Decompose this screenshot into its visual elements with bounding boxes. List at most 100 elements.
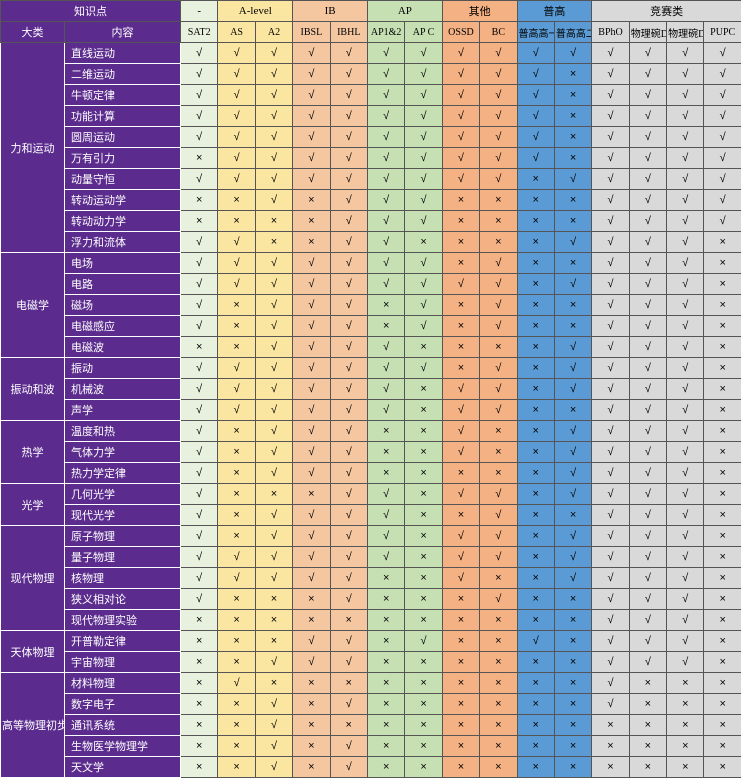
value-cell: √ bbox=[667, 631, 704, 652]
value-cell: √ bbox=[667, 232, 704, 253]
value-cell: × bbox=[255, 610, 292, 631]
value-cell: √ bbox=[667, 379, 704, 400]
value-cell: × bbox=[517, 358, 554, 379]
value-cell: √ bbox=[480, 274, 517, 295]
value-cell: × bbox=[554, 253, 591, 274]
value-cell: √ bbox=[181, 316, 218, 337]
physics-curriculum-table: 知识点-A-levelIBAP其他普高竞赛类大类内容SAT2ASA2IBSLIB… bbox=[0, 0, 741, 778]
value-cell: × bbox=[218, 190, 255, 211]
category-cell: 电磁学 bbox=[1, 253, 65, 358]
table-row: 电路√√√√√√√√√×√√√√× bbox=[1, 274, 741, 295]
value-cell: × bbox=[405, 379, 442, 400]
value-cell: √ bbox=[629, 379, 666, 400]
value-cell: × bbox=[330, 673, 367, 694]
value-cell: √ bbox=[480, 547, 517, 568]
value-cell: × bbox=[554, 400, 591, 421]
value-cell: × bbox=[218, 505, 255, 526]
value-cell: √ bbox=[330, 211, 367, 232]
value-cell: √ bbox=[255, 106, 292, 127]
value-cell: × bbox=[517, 316, 554, 337]
value-cell: √ bbox=[330, 505, 367, 526]
value-cell: √ bbox=[629, 85, 666, 106]
value-cell: × bbox=[367, 757, 404, 778]
value-cell: √ bbox=[554, 547, 591, 568]
value-cell: × bbox=[218, 337, 255, 358]
value-cell: × bbox=[517, 274, 554, 295]
value-cell: √ bbox=[592, 694, 629, 715]
table-row: 通讯系统××√×××××××××××× bbox=[1, 715, 741, 736]
column-header: SAT2 bbox=[181, 22, 218, 43]
topic-cell: 狭义相对论 bbox=[65, 589, 181, 610]
value-cell: √ bbox=[405, 106, 442, 127]
value-cell: √ bbox=[629, 421, 666, 442]
value-cell: √ bbox=[442, 379, 479, 400]
value-cell: √ bbox=[255, 337, 292, 358]
value-cell: √ bbox=[330, 484, 367, 505]
value-cell: × bbox=[704, 631, 741, 652]
value-cell: √ bbox=[667, 190, 704, 211]
value-cell: √ bbox=[629, 211, 666, 232]
value-cell: √ bbox=[367, 232, 404, 253]
value-cell: √ bbox=[255, 547, 292, 568]
value-cell: × bbox=[704, 442, 741, 463]
table-row: 振动和波振动√√√√√√√×√×√√√√× bbox=[1, 358, 741, 379]
value-cell: × bbox=[181, 211, 218, 232]
value-cell: √ bbox=[367, 484, 404, 505]
value-cell: √ bbox=[629, 316, 666, 337]
value-cell: √ bbox=[405, 85, 442, 106]
value-cell: × bbox=[293, 190, 330, 211]
value-cell: × bbox=[181, 694, 218, 715]
value-cell: × bbox=[554, 505, 591, 526]
value-cell: √ bbox=[592, 589, 629, 610]
value-cell: × bbox=[704, 589, 741, 610]
value-cell: √ bbox=[629, 442, 666, 463]
value-cell: × bbox=[704, 379, 741, 400]
topic-cell: 气体力学 bbox=[65, 442, 181, 463]
value-cell: √ bbox=[629, 631, 666, 652]
value-cell: √ bbox=[442, 169, 479, 190]
value-cell: √ bbox=[592, 379, 629, 400]
value-cell: × bbox=[554, 694, 591, 715]
value-cell: √ bbox=[442, 127, 479, 148]
value-cell: √ bbox=[405, 253, 442, 274]
value-cell: √ bbox=[293, 337, 330, 358]
value-cell: √ bbox=[330, 547, 367, 568]
topic-cell: 浮力和流体 bbox=[65, 232, 181, 253]
table-row: 生物医学物理学××√×√×××××××××× bbox=[1, 736, 741, 757]
table-row: 电磁学电场√√√√√√√×√××√√√× bbox=[1, 253, 741, 274]
table-row: 万有引力×√√√√√√√√√×√√√√ bbox=[1, 148, 741, 169]
value-cell: √ bbox=[554, 379, 591, 400]
value-cell: √ bbox=[218, 274, 255, 295]
value-cell: × bbox=[480, 631, 517, 652]
value-cell: √ bbox=[330, 589, 367, 610]
value-cell: √ bbox=[592, 358, 629, 379]
table-row: 数字电子××√×√××××××√××× bbox=[1, 694, 741, 715]
value-cell: × bbox=[218, 421, 255, 442]
value-cell: × bbox=[405, 736, 442, 757]
value-cell: √ bbox=[405, 190, 442, 211]
value-cell: √ bbox=[592, 610, 629, 631]
value-cell: √ bbox=[218, 106, 255, 127]
value-cell: × bbox=[218, 526, 255, 547]
value-cell: √ bbox=[704, 148, 741, 169]
value-cell: √ bbox=[367, 169, 404, 190]
value-cell: √ bbox=[480, 505, 517, 526]
table-row: 狭义相对论√×××√×××√××√√√× bbox=[1, 589, 741, 610]
value-cell: √ bbox=[667, 463, 704, 484]
value-cell: √ bbox=[330, 148, 367, 169]
value-cell: √ bbox=[181, 379, 218, 400]
value-cell: √ bbox=[330, 127, 367, 148]
value-cell: √ bbox=[330, 442, 367, 463]
value-cell: √ bbox=[293, 169, 330, 190]
value-cell: √ bbox=[704, 85, 741, 106]
value-cell: √ bbox=[367, 526, 404, 547]
value-cell: √ bbox=[255, 463, 292, 484]
value-cell: × bbox=[480, 652, 517, 673]
value-cell: √ bbox=[293, 106, 330, 127]
value-cell: √ bbox=[293, 652, 330, 673]
table-row: 气体力学√×√√√××√××√√√√× bbox=[1, 442, 741, 463]
table-row: 光学几何光学√×××√√×√√×√√√√× bbox=[1, 484, 741, 505]
value-cell: × bbox=[442, 505, 479, 526]
value-cell: √ bbox=[442, 568, 479, 589]
value-cell: × bbox=[480, 757, 517, 778]
